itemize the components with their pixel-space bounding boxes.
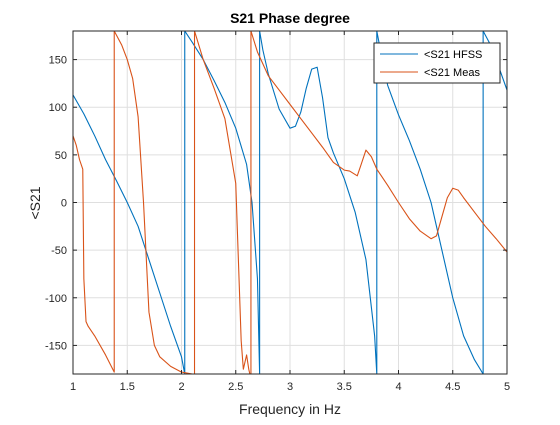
chart-title: S21 Phase degree xyxy=(230,10,350,26)
series-line-1 xyxy=(73,31,507,374)
series-line-0 xyxy=(73,31,507,374)
x-tick-label: 2.5 xyxy=(228,381,243,393)
y-tick-label: 100 xyxy=(49,102,67,114)
x-tick-label: 4 xyxy=(395,381,401,393)
y-tick-label: 150 xyxy=(49,55,67,67)
tick-layer: 1 1.5 2 2.5 3 3.5 4 4.5 5 -150 -100 -50 0 50 100 150 xyxy=(45,31,510,393)
x-tick-label: 3 xyxy=(287,381,293,393)
legend: <S21 HFSS <S21 Meas xyxy=(373,42,501,84)
x-axis-label: Frequency in Hz xyxy=(239,401,341,417)
legend-box xyxy=(373,42,501,84)
series-layer xyxy=(73,31,507,374)
y-tick-label: -100 xyxy=(45,293,67,305)
x-tick-label: 1.5 xyxy=(120,381,135,393)
x-tick-label: 1 xyxy=(70,381,76,393)
x-tick-label: 4.5 xyxy=(445,381,460,393)
y-tick-label: 0 xyxy=(61,198,67,210)
x-tick-label: 5 xyxy=(504,381,510,393)
y-tick-label: -50 xyxy=(51,245,67,257)
legend-label-meas: <S21 Meas xyxy=(424,67,480,79)
y-tick-label: -150 xyxy=(45,340,67,352)
x-tick-label: 3.5 xyxy=(337,381,352,393)
legend-label-hfss: <S21 HFSS xyxy=(424,49,482,61)
y-axis-label: <S21 xyxy=(27,186,43,219)
x-tick-label: 2 xyxy=(178,381,184,393)
y-tick-label: 50 xyxy=(55,150,67,162)
